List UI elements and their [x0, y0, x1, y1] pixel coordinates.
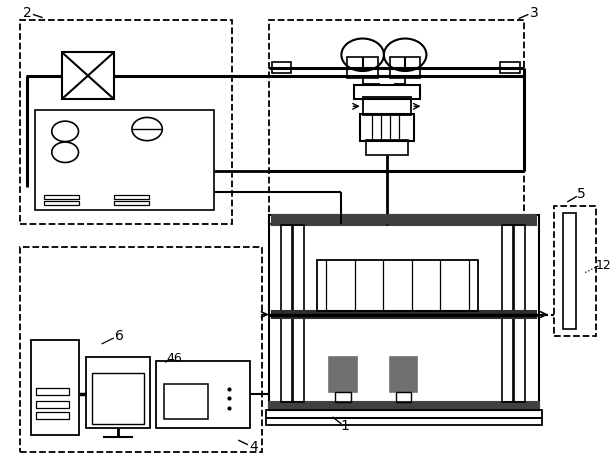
Bar: [44, 200, 79, 205]
Bar: [390, 357, 418, 392]
Bar: [20, 248, 262, 452]
Bar: [271, 311, 535, 318]
Bar: [164, 384, 208, 419]
Bar: [563, 212, 577, 329]
Bar: [329, 357, 357, 392]
Bar: [36, 388, 69, 395]
Bar: [268, 215, 538, 410]
Text: 46: 46: [166, 352, 182, 365]
Text: 12: 12: [596, 260, 612, 273]
Bar: [156, 361, 251, 429]
Bar: [87, 356, 150, 429]
Text: 4: 4: [249, 440, 258, 454]
Bar: [354, 85, 421, 99]
Bar: [500, 62, 520, 73]
Bar: [271, 62, 291, 73]
Bar: [265, 410, 542, 418]
Bar: [317, 260, 478, 311]
Text: 3: 3: [529, 6, 538, 20]
Bar: [31, 340, 79, 435]
Bar: [335, 392, 351, 402]
Text: 2: 2: [23, 6, 32, 20]
Bar: [360, 114, 414, 141]
Bar: [281, 225, 292, 402]
Bar: [265, 418, 542, 425]
Bar: [554, 205, 596, 336]
Bar: [35, 111, 214, 210]
Bar: [390, 57, 421, 78]
Bar: [502, 225, 513, 402]
Bar: [268, 20, 524, 224]
Bar: [348, 57, 378, 78]
Bar: [515, 225, 526, 402]
Text: 5: 5: [577, 187, 586, 201]
Bar: [396, 392, 411, 402]
Bar: [114, 200, 149, 205]
Bar: [93, 373, 144, 424]
Text: 6: 6: [115, 329, 124, 343]
Text: 1: 1: [340, 419, 349, 433]
Bar: [366, 140, 408, 155]
Bar: [114, 194, 149, 198]
Bar: [271, 215, 535, 225]
Bar: [36, 412, 69, 419]
Bar: [62, 52, 114, 99]
Bar: [44, 194, 79, 198]
Bar: [268, 402, 538, 410]
Bar: [363, 98, 411, 115]
Bar: [36, 401, 69, 408]
Bar: [293, 225, 304, 402]
Bar: [20, 20, 232, 224]
